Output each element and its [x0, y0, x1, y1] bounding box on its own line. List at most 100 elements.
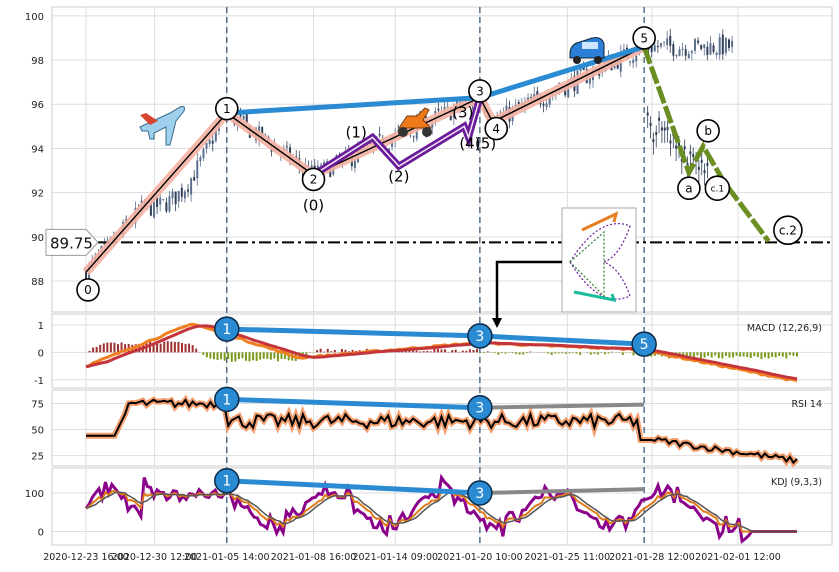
macd-marker-3: 3 — [475, 329, 484, 345]
kdj-marker-1: 1 — [222, 474, 231, 490]
macd-histogram-bar — [345, 350, 347, 353]
car-wheel — [573, 56, 581, 64]
candle-body — [688, 54, 690, 58]
candle-body — [669, 36, 671, 46]
macd-histogram-bar — [775, 352, 777, 357]
macd-histogram-bar — [320, 349, 322, 353]
candle-body — [196, 160, 198, 178]
macd-histogram-bar — [472, 350, 474, 352]
candle-body — [719, 37, 721, 55]
correction-label-c2: c.2 — [779, 224, 797, 238]
macd-histogram-bar — [416, 351, 418, 353]
candle-body — [635, 56, 637, 62]
macd-histogram-bar — [497, 352, 499, 354]
macd-histogram-bar — [273, 352, 275, 358]
macd-histogram-bar — [714, 352, 716, 355]
wave-label-4: 4 — [492, 122, 500, 136]
macd-histogram-bar — [334, 350, 336, 352]
price-tick-label-y: 92 — [31, 189, 44, 200]
macd-histogram-bar — [593, 352, 595, 354]
macd-histogram-bar — [519, 352, 521, 354]
candle-body — [713, 45, 715, 51]
macd-histogram-bar — [177, 342, 179, 353]
candle-body — [175, 191, 177, 204]
macd-histogram-bar — [89, 351, 91, 352]
candle-body — [697, 41, 699, 43]
x-tick-label: 2021-01-25 11:00 — [525, 552, 611, 563]
candle-body — [190, 178, 192, 194]
candle-body — [684, 146, 686, 149]
macd-histogram-bar — [465, 351, 467, 353]
macd-histogram-bar — [451, 350, 453, 352]
macd-histogram-bar — [202, 352, 204, 355]
candle-body — [543, 104, 545, 106]
macd-histogram-bar — [768, 352, 770, 358]
candle-body — [212, 141, 214, 144]
macd-histogram-bar — [622, 352, 624, 355]
candle-body — [661, 127, 663, 130]
candle-body — [629, 61, 631, 62]
macd-histogram-bar — [160, 344, 162, 353]
macd-histogram-bar — [348, 351, 350, 352]
macd-histogram-bar — [99, 345, 101, 353]
macd-histogram-bar — [245, 352, 247, 360]
macd-histogram-bar — [728, 352, 730, 357]
macd-histogram-bar — [579, 352, 581, 354]
macd-histogram-bar — [174, 342, 176, 352]
macd-histogram-bar — [483, 352, 485, 353]
candle-body — [685, 49, 687, 55]
macd-histogram-bar — [718, 352, 720, 358]
candle-body — [663, 42, 665, 43]
macd-histogram-bar — [529, 352, 531, 353]
candle-body — [209, 140, 211, 144]
candle-body — [632, 60, 634, 63]
macd-histogram-bar — [455, 350, 457, 353]
candle-body — [379, 134, 381, 135]
macd-histogram-bar — [597, 352, 599, 354]
candle-body — [172, 191, 174, 198]
wave-label-3: 3 — [476, 84, 484, 98]
candle-body — [725, 38, 727, 53]
macd-histogram-bar — [792, 352, 794, 355]
x-tick-label: 2021-02-01 12:00 — [695, 552, 781, 563]
macd-histogram-bar — [608, 352, 610, 353]
macd-histogram-bar — [188, 344, 190, 353]
macd-histogram-bar — [252, 352, 254, 360]
candle-body — [206, 143, 208, 149]
candle-body — [667, 127, 669, 130]
macd-histogram-bar — [316, 350, 318, 352]
macd-histogram-bar — [632, 352, 634, 355]
price-tick-label-y: 100 — [25, 12, 44, 23]
macd-histogram-bar — [785, 352, 787, 358]
candle-body — [168, 196, 170, 211]
candle-body — [731, 41, 733, 47]
candle-body — [536, 91, 538, 95]
macd-histogram-bar — [782, 352, 784, 356]
macd-histogram-bar — [106, 343, 108, 353]
macd-histogram-bar — [515, 352, 517, 354]
macd-histogram-bar — [156, 344, 158, 353]
candle-body — [162, 199, 164, 200]
macd-histogram-bar — [796, 352, 798, 356]
macd-histogram-bar — [576, 352, 578, 353]
price-tick-label-y: 90 — [31, 233, 44, 244]
candle-body — [701, 160, 703, 163]
macd-histogram-bar — [462, 351, 464, 353]
candle-body — [675, 146, 677, 149]
macd-histogram-bar — [750, 352, 752, 358]
macd-histogram-bar — [92, 348, 94, 353]
scooter-wheel — [422, 127, 432, 137]
candle-body — [187, 190, 189, 192]
wave-label-5: 5 — [640, 31, 648, 45]
kdj-title: KDJ (9,3,3) — [771, 477, 822, 488]
macd-histogram-bar — [760, 352, 762, 359]
macd-histogram-bar — [444, 349, 446, 352]
macd-histogram-bar — [501, 352, 503, 353]
candle-body — [706, 47, 708, 55]
macd-histogram-bar — [426, 351, 428, 352]
macd-histogram-bar — [167, 341, 169, 352]
wave-label-1: 1 — [223, 102, 231, 116]
macd-histogram-bar — [224, 352, 226, 360]
